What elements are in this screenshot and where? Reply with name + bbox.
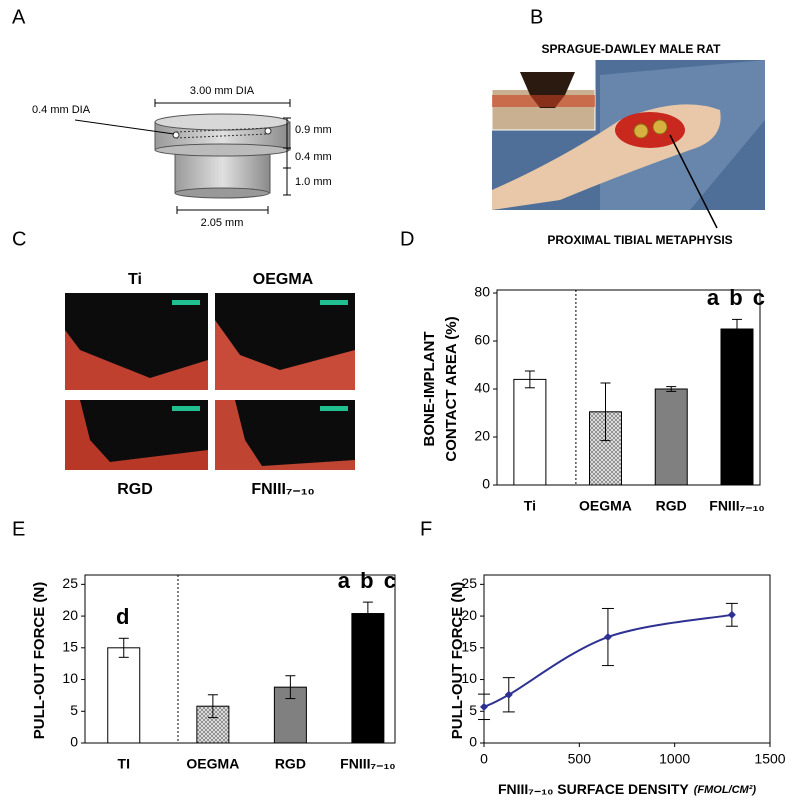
- panel-label: C: [12, 228, 26, 250]
- y-tick-label: 25: [62, 575, 78, 591]
- histology-label: FNIII₇₋₁₀: [251, 481, 314, 498]
- y-tick-label: 15: [461, 639, 477, 655]
- annotation: d: [116, 604, 131, 629]
- histology-images: [65, 293, 355, 470]
- surgery-photo: [491, 59, 765, 229]
- histology-label: RGD: [117, 481, 153, 498]
- y-tick-label: 5: [469, 702, 477, 718]
- y-tick-label: 10: [62, 670, 78, 686]
- y-axis-label: PULL-OUT FORCE (N): [31, 582, 48, 739]
- bar: [107, 647, 141, 744]
- plot-frame: [84, 574, 396, 744]
- bar: [513, 378, 547, 486]
- bar: [720, 328, 754, 486]
- plot-frame: [483, 574, 771, 744]
- marker: [480, 702, 488, 711]
- dimension-label: 0.4 mm DIA: [32, 104, 91, 116]
- y-tick-label: 25: [461, 575, 477, 591]
- dimension-label: 2.05 mm: [201, 217, 244, 229]
- y-tick-label: 15: [62, 639, 78, 655]
- panel-label: D: [400, 228, 414, 250]
- y-tick-label: 0: [70, 734, 78, 750]
- marker: [603, 633, 612, 642]
- x-tick-label: OEGMA: [186, 756, 239, 772]
- x-tick-label: RGD: [275, 756, 306, 772]
- y-tick-label: 10: [461, 670, 477, 686]
- photo-title: SPRAGUE-DAWLEY MALE RAT: [542, 42, 722, 56]
- y-tick-label: 20: [62, 607, 78, 623]
- x-tick-label: FNIII₇₋₁₀: [340, 756, 395, 772]
- x-tick-label: Ti: [524, 498, 536, 514]
- panel-label: E: [12, 518, 25, 540]
- x-axis-label: FNIII₇₋₁₀ SURFACE DENSITY (FMOL/CM²): [498, 781, 756, 797]
- y-tick-label: 0: [469, 734, 477, 750]
- histology-label: Ti: [128, 271, 142, 288]
- x-axis-label-unit: (FMOL/CM²): [694, 784, 757, 796]
- dimension-label: 0.9 mm: [295, 124, 332, 136]
- x-axis-label-text: FNIII₇₋₁₀ SURFACE DENSITY: [498, 781, 689, 797]
- dimension-label: 3.00 mm DIA: [190, 85, 255, 97]
- x-tick-label: RGD: [656, 498, 687, 514]
- x-tick-label: TI: [118, 756, 130, 772]
- annotation: a b c: [338, 568, 398, 593]
- photo-label: PROXIMAL TIBIAL METAPHYSIS: [547, 233, 732, 247]
- y-tick-label: 20: [461, 607, 477, 623]
- x-tick-label: FNIII₇₋₁₀: [709, 498, 764, 514]
- bar: [351, 613, 385, 744]
- x-tick-label: 1500: [754, 751, 785, 767]
- panel-label: F: [420, 518, 432, 540]
- y-tick-label: 80: [474, 284, 490, 300]
- y-tick-label: 5: [70, 702, 78, 718]
- y-axis-label: PULL-OUT FORCE (N): [449, 582, 466, 739]
- x-tick-label: OEGMA: [579, 498, 632, 514]
- y-tick-label: 0: [482, 476, 490, 492]
- bar: [654, 388, 688, 486]
- line: [483, 613, 733, 708]
- x-tick-label: 500: [568, 751, 592, 767]
- x-tick-label: 0: [480, 751, 488, 767]
- histology-label: OEGMA: [253, 271, 314, 288]
- marker: [504, 690, 513, 699]
- y-tick-label: 40: [474, 380, 490, 396]
- dimension-label: 0.4 mm: [295, 151, 332, 163]
- x-tick-label: 1000: [659, 751, 690, 767]
- dimension-label: 1.0 mm: [295, 176, 332, 188]
- y-axis-label: BONE-IMPLANT: [421, 332, 438, 447]
- panel-label: A: [12, 6, 26, 28]
- plot-frame: [496, 289, 761, 486]
- annotation: a b c: [707, 285, 767, 310]
- y-axis-label: CONTACT AREA (%): [443, 316, 460, 461]
- y-tick-label: 20: [474, 428, 490, 444]
- marker: [727, 610, 736, 619]
- implant-diagram: [74, 99, 291, 214]
- panel-label: B: [530, 6, 543, 28]
- y-tick-label: 60: [474, 332, 490, 348]
